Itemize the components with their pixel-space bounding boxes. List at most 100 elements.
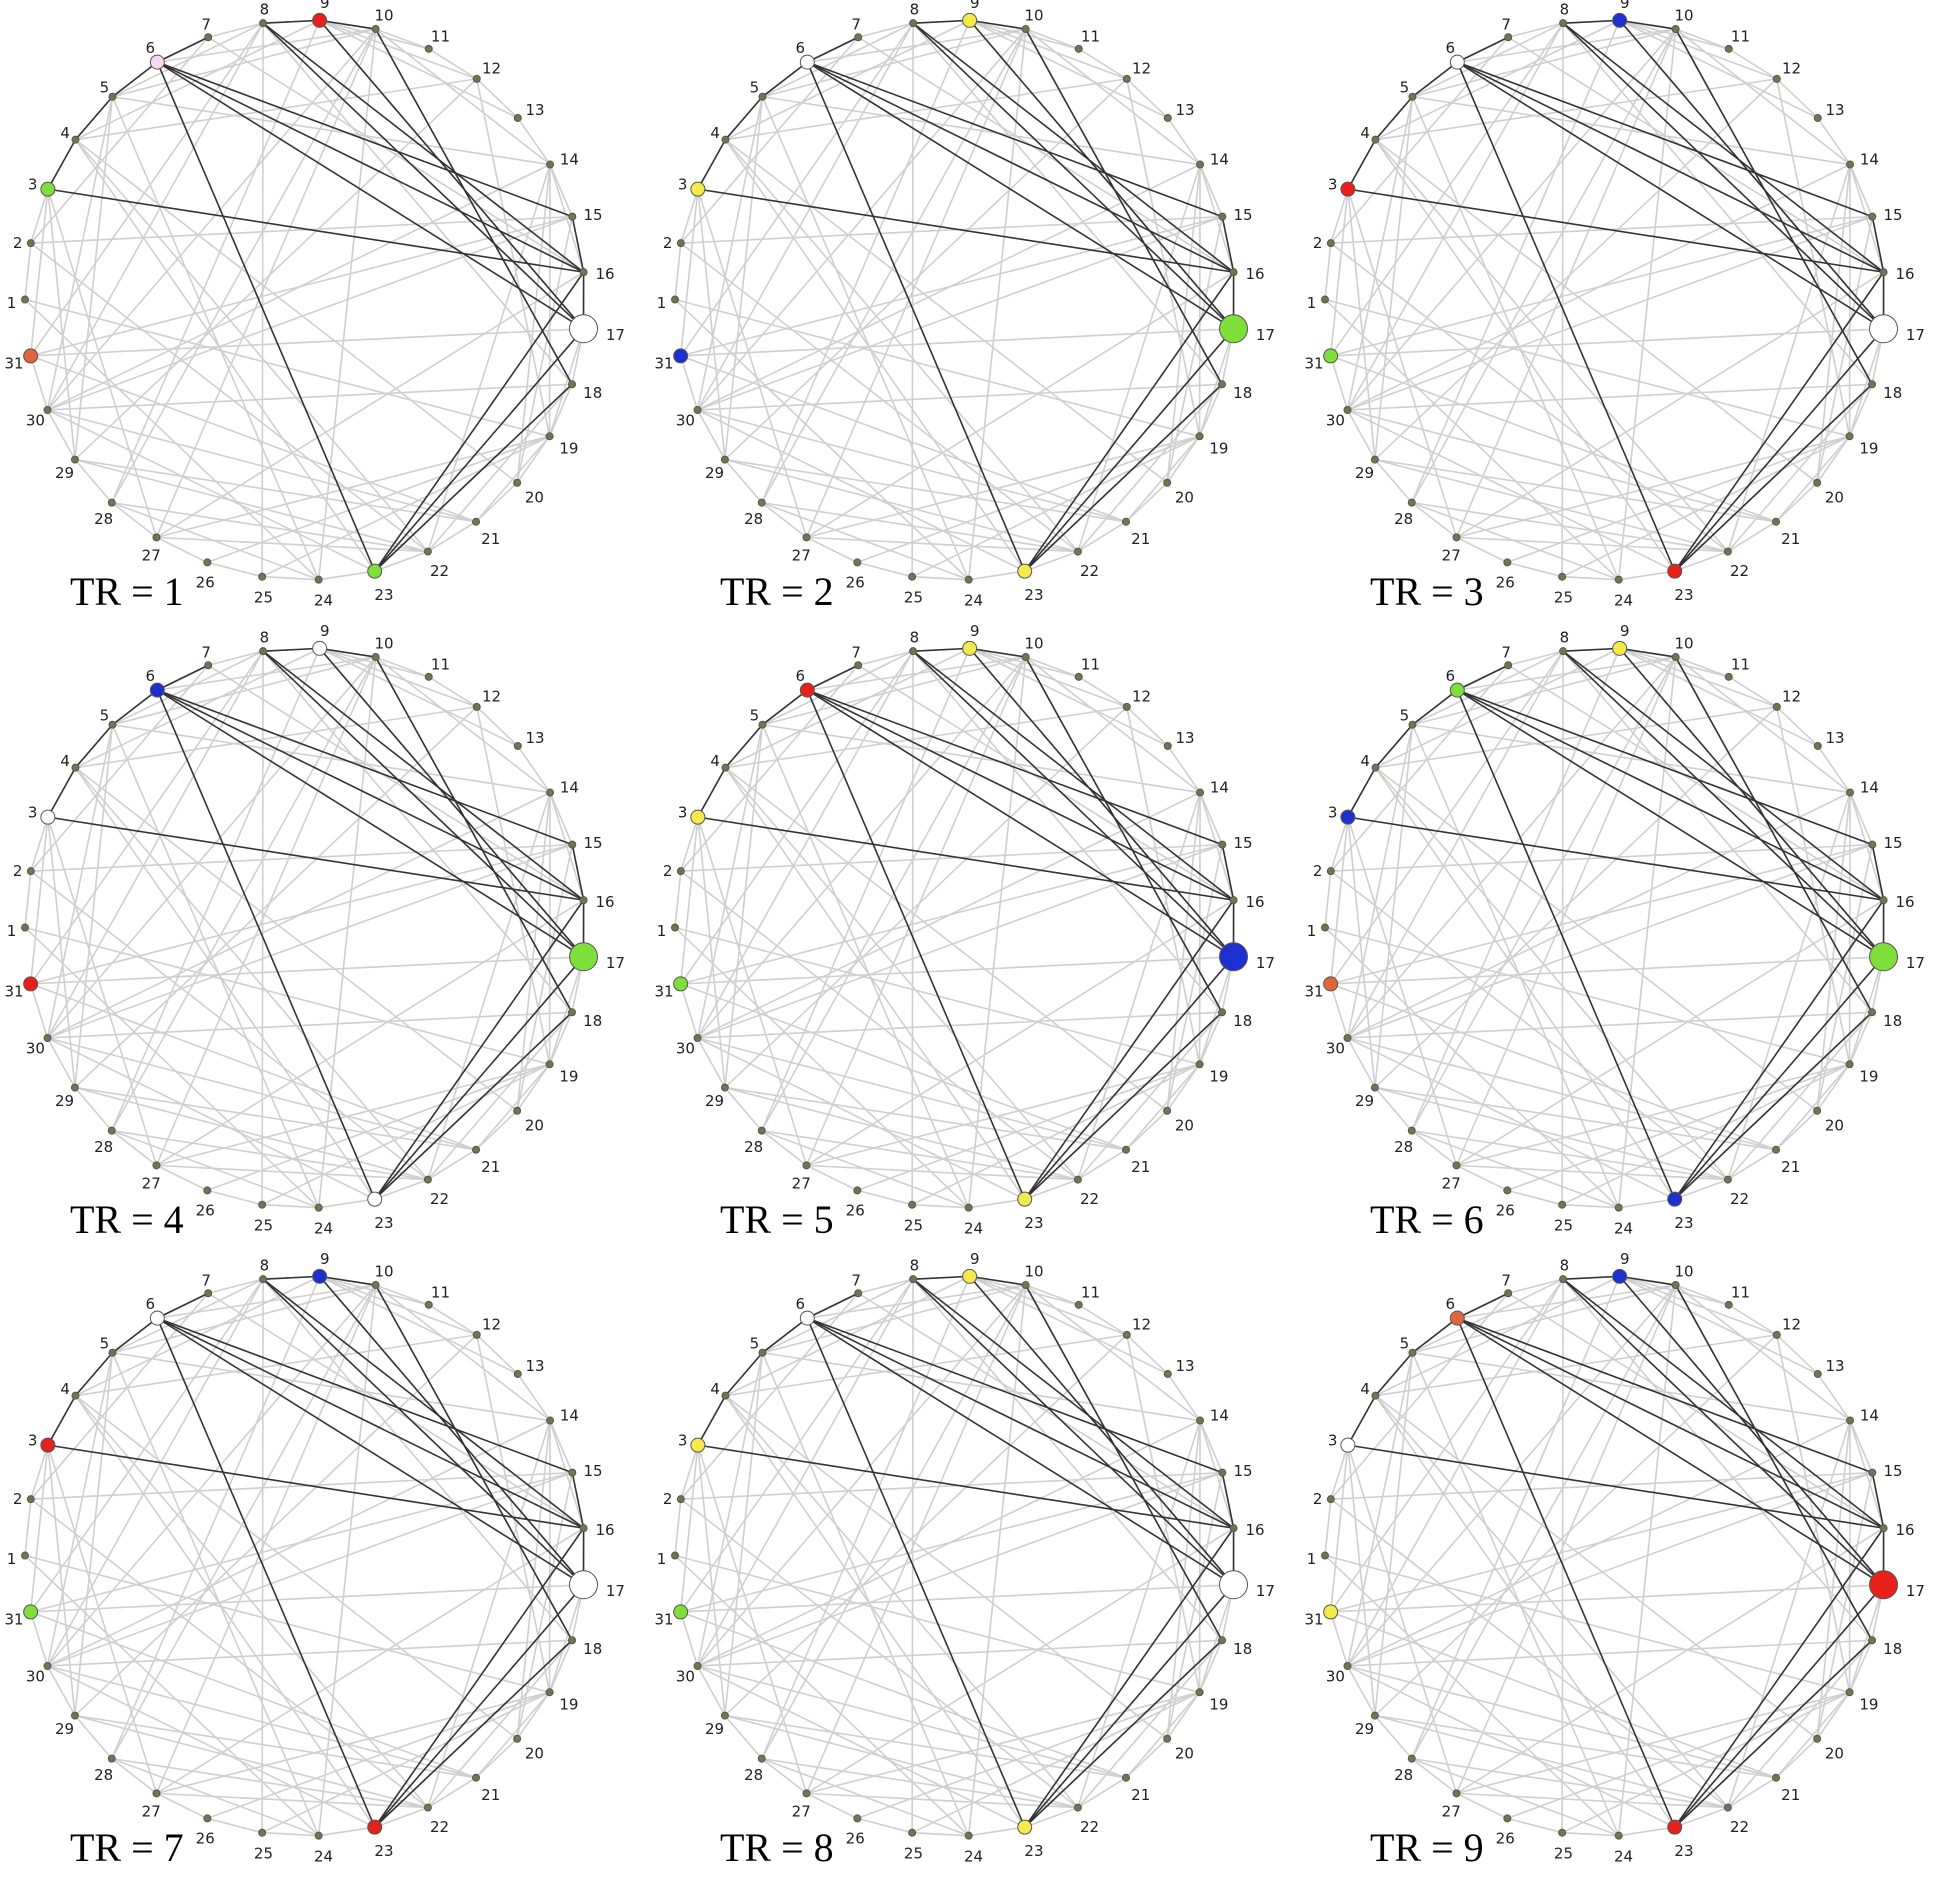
node bbox=[1846, 1416, 1855, 1425]
node-label: 22 bbox=[1730, 1190, 1749, 1208]
node bbox=[1163, 113, 1172, 122]
node-label: 4 bbox=[1360, 124, 1370, 142]
edge bbox=[156, 536, 428, 553]
node-label: 27 bbox=[142, 1803, 161, 1821]
edge bbox=[1375, 647, 1621, 769]
edge-strong bbox=[1563, 19, 1620, 24]
node-label: 26 bbox=[1496, 573, 1515, 591]
node bbox=[676, 867, 685, 876]
edge bbox=[1330, 983, 1777, 1151]
node bbox=[802, 533, 811, 542]
edge-strong bbox=[374, 899, 585, 1200]
edge bbox=[807, 656, 1026, 691]
edge-strong bbox=[912, 22, 1235, 273]
node bbox=[1073, 547, 1082, 556]
node-label: 28 bbox=[94, 1138, 113, 1156]
node bbox=[149, 682, 165, 698]
edge-strong bbox=[74, 1352, 114, 1397]
edge bbox=[1727, 1011, 1873, 1181]
edge-strong bbox=[724, 1352, 764, 1397]
node bbox=[568, 1636, 577, 1645]
node bbox=[1321, 1551, 1330, 1560]
edge bbox=[674, 1554, 970, 1837]
node bbox=[513, 1106, 522, 1115]
edge bbox=[30, 242, 429, 553]
edge bbox=[74, 78, 478, 461]
edge bbox=[1775, 1738, 1818, 1779]
edge bbox=[806, 435, 1200, 539]
edge bbox=[1198, 1584, 1235, 1693]
edge bbox=[1324, 1554, 1620, 1837]
edge bbox=[374, 550, 429, 572]
edge bbox=[806, 1792, 858, 1820]
edge bbox=[696, 1284, 1027, 1667]
edge bbox=[111, 1129, 157, 1167]
edge-strong bbox=[1024, 899, 1235, 1200]
node-label: 9 bbox=[320, 622, 330, 640]
edge bbox=[1126, 78, 1169, 119]
node-label: 21 bbox=[481, 530, 500, 548]
edge bbox=[761, 501, 807, 539]
node-label: 11 bbox=[431, 1284, 450, 1302]
node-label: 20 bbox=[1175, 1117, 1194, 1135]
node bbox=[1869, 1570, 1899, 1600]
edge-strong bbox=[374, 328, 585, 572]
edge bbox=[1330, 1498, 1729, 1809]
edge bbox=[46, 1665, 76, 1716]
edge bbox=[674, 243, 682, 300]
node-label: 5 bbox=[100, 707, 110, 725]
edge bbox=[1374, 1352, 1414, 1716]
edge-strong bbox=[1457, 689, 1873, 846]
node-label: 10 bbox=[375, 635, 394, 653]
edge bbox=[806, 1691, 1200, 1795]
node-label: 18 bbox=[583, 1640, 602, 1658]
edge-strong bbox=[1674, 28, 1873, 385]
node bbox=[1558, 1828, 1567, 1837]
node bbox=[1667, 1819, 1683, 1835]
edge bbox=[1456, 1063, 1850, 1167]
edge bbox=[1457, 28, 1676, 63]
edge-strong bbox=[1457, 61, 1873, 218]
node bbox=[853, 1814, 862, 1823]
node bbox=[1218, 1636, 1227, 1645]
node-label: 19 bbox=[1859, 439, 1878, 457]
node bbox=[1321, 295, 1330, 304]
edge bbox=[207, 1278, 264, 1295]
node bbox=[1614, 1831, 1623, 1840]
edge bbox=[1198, 1011, 1223, 1065]
edge bbox=[1347, 188, 1458, 538]
edge bbox=[725, 706, 1127, 769]
edge-strong bbox=[319, 647, 585, 958]
edge bbox=[111, 648, 321, 1131]
node-label: 4 bbox=[60, 124, 70, 142]
node bbox=[371, 653, 380, 662]
edge-strong bbox=[1674, 328, 1885, 572]
edge bbox=[1727, 1420, 1851, 1808]
edge bbox=[1728, 676, 1778, 708]
node-label: 8 bbox=[910, 0, 920, 18]
edge bbox=[806, 536, 1078, 553]
node-label: 23 bbox=[1024, 586, 1043, 604]
edge bbox=[375, 656, 430, 678]
edge bbox=[47, 817, 76, 1088]
edge bbox=[1561, 1279, 1564, 1833]
edge bbox=[1330, 843, 1873, 985]
node bbox=[1772, 702, 1781, 711]
node bbox=[424, 672, 433, 681]
node-label: 1 bbox=[7, 1550, 17, 1568]
node bbox=[1724, 672, 1733, 681]
node bbox=[909, 1275, 918, 1284]
node bbox=[1612, 12, 1628, 28]
edge bbox=[47, 409, 477, 523]
edge-strong bbox=[262, 650, 585, 901]
node-label: 31 bbox=[5, 355, 24, 373]
edge bbox=[375, 1284, 430, 1306]
node bbox=[964, 1203, 973, 1212]
edge-strong bbox=[1347, 767, 1377, 818]
node-label: 20 bbox=[1825, 1117, 1844, 1135]
edge bbox=[1562, 575, 1619, 581]
edge bbox=[1347, 1639, 1873, 1667]
node-label: 9 bbox=[970, 0, 980, 12]
edge bbox=[680, 843, 1223, 985]
edge bbox=[74, 458, 477, 523]
